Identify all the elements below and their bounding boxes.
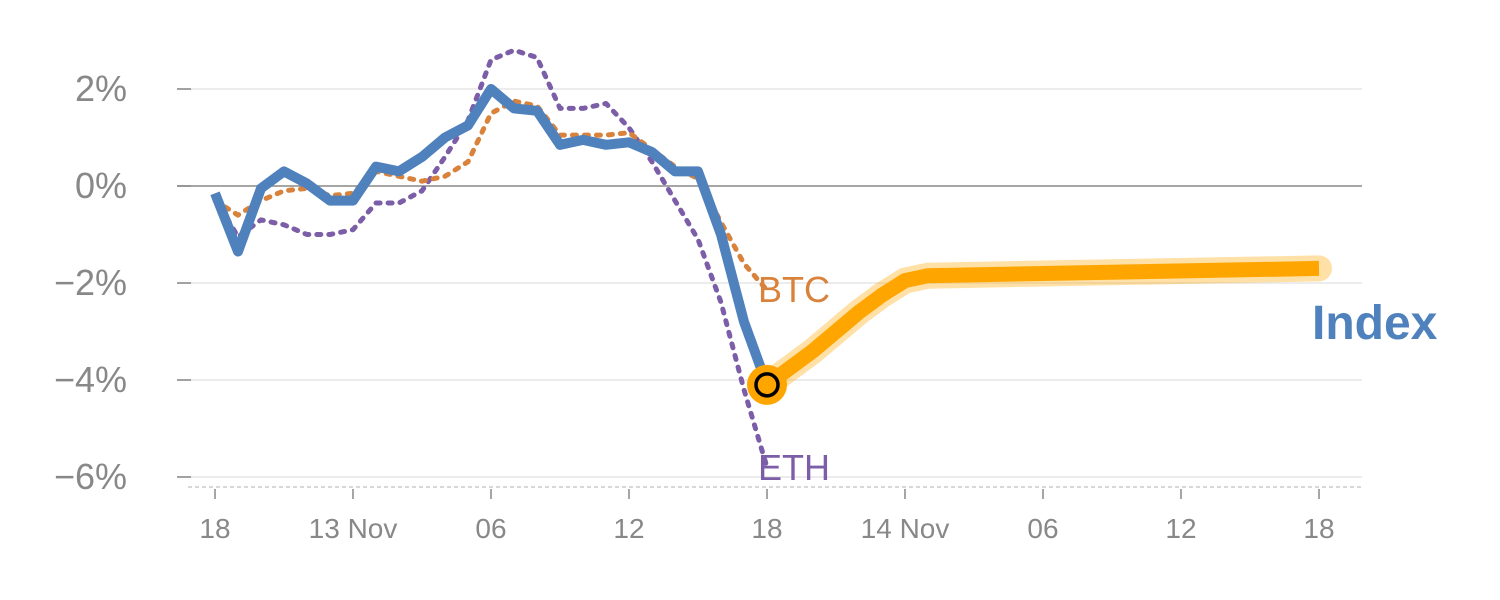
y-tick-label: 0%	[75, 165, 127, 206]
series-layer	[210, 47, 772, 470]
btc-label: BTC	[758, 269, 830, 310]
series-line-eth	[212, 47, 770, 470]
x-tick-label: 18	[1303, 513, 1334, 544]
eth-label: ETH	[758, 447, 830, 488]
x-tick-label: 12	[613, 513, 644, 544]
series-line-index	[210, 84, 772, 387]
y-tick-label: 2%	[75, 68, 127, 109]
axes: 2% 0% −2% −4% −6% 18 13 Nov 06 12 18 14 Nov 06 12 18	[54, 68, 1362, 544]
y-tick-label: −4%	[54, 359, 127, 400]
x-tick-label: 13 Nov	[309, 513, 398, 544]
x-tick-label: 18	[751, 513, 782, 544]
index-label: Index	[1312, 297, 1438, 350]
grid	[177, 88, 1362, 478]
x-tick-label: 18	[199, 513, 230, 544]
x-tick-label: 12	[1165, 513, 1196, 544]
x-tick-label: 14 Nov	[861, 513, 950, 544]
series-line-btc	[212, 98, 770, 293]
forecast-layer	[747, 255, 1332, 405]
y-tick-label: −2%	[54, 262, 127, 303]
x-tick-label: 06	[475, 513, 506, 544]
x-tick-label: 06	[1027, 513, 1058, 544]
current-point-marker	[754, 372, 780, 398]
y-tick-label: −6%	[54, 456, 127, 497]
forecast-line	[762, 260, 1320, 391]
series-labels: BTC ETH Index	[758, 269, 1438, 488]
